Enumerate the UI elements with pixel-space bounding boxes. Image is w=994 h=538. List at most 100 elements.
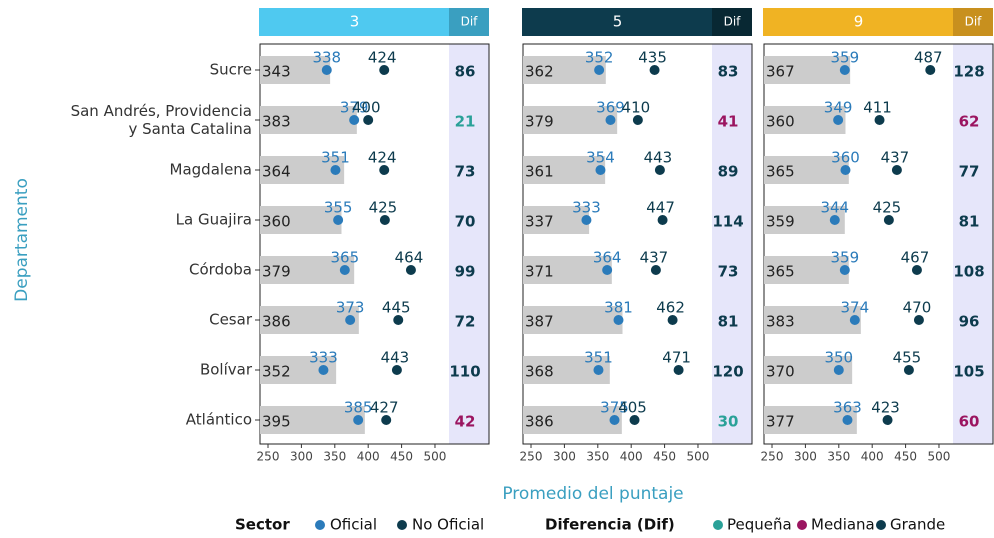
average-label: 368 (525, 363, 554, 381)
dif-label: 30 (718, 413, 739, 431)
x-tick-label: 350 (586, 450, 609, 464)
dif-label: 41 (718, 113, 739, 131)
point-label: 363 (833, 399, 862, 417)
panel-border (763, 43, 994, 445)
category-label: Bolívar (200, 361, 253, 379)
point (333, 215, 344, 225)
legend-label: Grande (890, 516, 945, 534)
dif-header (953, 8, 993, 36)
point-label: 385 (344, 399, 373, 417)
point-label: 352 (585, 49, 614, 67)
point-label: 425 (873, 199, 902, 217)
average-bar (260, 256, 355, 284)
category-label: La Guajira (176, 211, 252, 229)
point-label: 445 (382, 299, 411, 317)
dif-label: 108 (953, 263, 984, 281)
point (321, 65, 332, 75)
point-label: 338 (312, 49, 341, 67)
point-label: 470 (903, 299, 932, 317)
point (353, 415, 364, 425)
legend-marker (713, 520, 723, 530)
facet-title: 3 (350, 13, 360, 31)
average-label: 386 (262, 313, 291, 331)
point-label: 455 (893, 349, 922, 367)
dif-label: 81 (959, 213, 980, 231)
x-tick-label: 500 (928, 450, 951, 464)
average-bar (764, 306, 861, 334)
point (673, 365, 684, 375)
category-label: San Andrés, Providencia y Santa Catalina (71, 102, 252, 138)
point-label: 350 (824, 349, 853, 367)
dif-header (712, 8, 752, 36)
x-tick-label: 450 (390, 450, 413, 464)
x-tick-label: 300 (553, 450, 576, 464)
point-label: 374 (841, 299, 870, 317)
point-label: 333 (572, 199, 601, 217)
legend-label: Pequeña (727, 516, 792, 534)
dif-column (449, 44, 489, 444)
point-label: 400 (352, 99, 381, 117)
point (379, 65, 390, 75)
point-label: 435 (638, 49, 667, 67)
dif-label: 114 (712, 213, 743, 231)
point (379, 215, 390, 225)
dif-label: 96 (959, 313, 980, 331)
dif-header-label: Dif (461, 15, 479, 29)
average-bar (260, 206, 342, 234)
average-label: 377 (766, 413, 795, 431)
point-label: 462 (656, 299, 685, 317)
point (667, 315, 678, 325)
point (605, 115, 616, 125)
average-bar (523, 56, 606, 84)
point-label: 360 (831, 149, 860, 167)
average-label: 364 (262, 163, 291, 181)
x-tick-label: 450 (653, 450, 676, 464)
average-bar (764, 56, 851, 84)
legend-title: Sector (235, 516, 290, 534)
point (581, 215, 592, 225)
dif-label: 110 (449, 363, 480, 381)
point (849, 315, 860, 325)
point-label: 467 (901, 249, 930, 267)
average-label: 343 (262, 63, 291, 81)
point (842, 415, 853, 425)
category-label: Magdalena (170, 161, 252, 179)
point (613, 315, 624, 325)
panel-border (259, 43, 490, 445)
average-label: 337 (525, 213, 554, 231)
point (609, 415, 620, 425)
facet-title: 5 (613, 13, 623, 31)
point-label: 364 (593, 249, 622, 267)
dif-column (953, 44, 993, 444)
dif-label: 73 (718, 263, 739, 281)
dif-label: 77 (959, 163, 980, 181)
point-label: 351 (584, 349, 613, 367)
point (593, 365, 604, 375)
point-label: 359 (830, 49, 859, 67)
x-tick-label: 300 (290, 450, 313, 464)
point (632, 115, 643, 125)
panel-border (522, 43, 753, 445)
average-bar (260, 56, 331, 84)
average-label: 352 (262, 363, 291, 381)
legend-label: Mediana (811, 516, 875, 534)
point (903, 365, 914, 375)
average-label: 365 (766, 263, 795, 281)
point-label: 375 (600, 399, 629, 417)
point-label: 443 (381, 349, 410, 367)
average-bar (260, 306, 359, 334)
point-label: 487 (914, 49, 943, 67)
point-label: 410 (622, 99, 651, 117)
dif-label: 89 (718, 163, 739, 181)
point (594, 65, 605, 75)
point-label: 373 (336, 299, 365, 317)
point (650, 265, 661, 275)
dif-label: 83 (718, 63, 739, 81)
average-label: 379 (262, 263, 291, 281)
point (891, 165, 902, 175)
average-bar (523, 256, 612, 284)
legend-marker (315, 520, 325, 530)
point (649, 65, 660, 75)
category-label: Cesar (209, 311, 253, 329)
average-bar (764, 256, 849, 284)
